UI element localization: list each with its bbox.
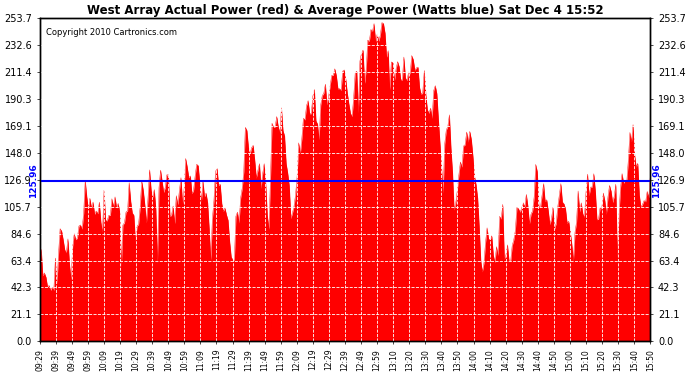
Text: 125.96: 125.96 <box>652 164 661 198</box>
Text: Copyright 2010 Cartronics.com: Copyright 2010 Cartronics.com <box>46 28 177 37</box>
Title: West Array Actual Power (red) & Average Power (Watts blue) Sat Dec 4 15:52: West Array Actual Power (red) & Average … <box>87 4 603 17</box>
Text: 125.96: 125.96 <box>29 164 38 198</box>
